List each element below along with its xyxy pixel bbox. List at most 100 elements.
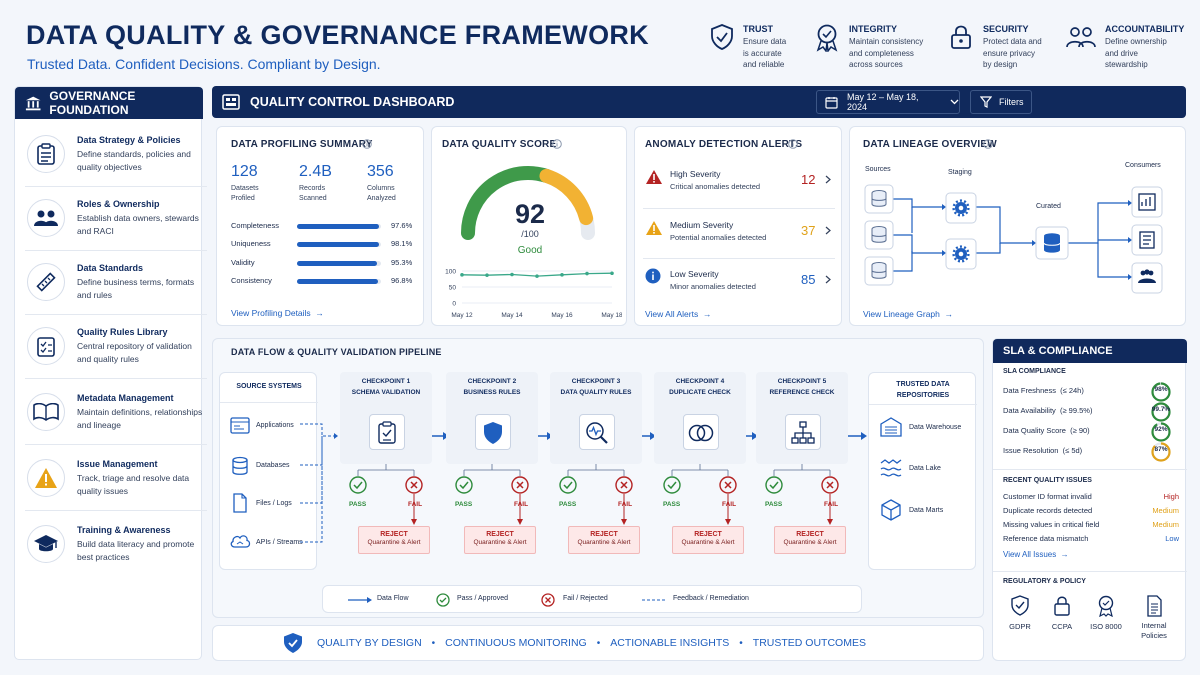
legend-label: Feedback / Remediation: [673, 595, 749, 602]
checkpoint-outcomes: PASS FAIL REJECT Quarantine & Alert: [540, 464, 652, 558]
sla-row: Data Quality Score (≥ 90) 92%: [1003, 422, 1179, 442]
checkpoint-1[interactable]: CHECKPOINT 1 SCHEMA VALIDATION: [340, 372, 432, 464]
issue-row[interactable]: Reference data mismatch Low: [1003, 534, 1179, 543]
alert-row-high[interactable]: High Severity Critical anomalies detecte…: [643, 163, 835, 209]
lineage-sources-label: Sources: [865, 166, 891, 173]
chevron-right-icon: [825, 275, 831, 284]
checkpoint-outcomes: PASS FAIL REJECT Quarantine & Alert: [436, 464, 548, 558]
governance-item[interactable]: Metadata Management Maintain definitions…: [25, 385, 207, 445]
x-circle-icon: [405, 476, 423, 494]
x-circle-icon: [541, 593, 555, 607]
gauge-arc-green: [461, 165, 554, 240]
checkpoint-3[interactable]: CHECKPOINT 3 DATA QUALITY RULES: [550, 372, 642, 464]
check-circle-icon: [436, 593, 450, 607]
hierarchy-icon: [791, 421, 815, 444]
document-icon: [1146, 595, 1162, 617]
quality-gauge: [461, 165, 595, 240]
x-tick-label: May 14: [501, 312, 523, 319]
check-circle-icon: [349, 476, 367, 494]
governance-item[interactable]: Issue Management Track, triage and resol…: [25, 451, 207, 511]
view-issues-link[interactable]: View All Issues →: [1003, 550, 1069, 559]
trend-point: [535, 274, 539, 278]
gauge-arc-amber: [539, 168, 594, 226]
issue-row[interactable]: Customer ID format invalid High: [1003, 492, 1179, 501]
info-circle-icon: [645, 268, 661, 284]
view-lineage-link[interactable]: View Lineage Graph →: [863, 309, 954, 319]
sla-header: SLA & COMPLIANCE: [993, 339, 1187, 363]
date-range-picker[interactable]: May 12 – May 18, 2024: [816, 90, 960, 114]
chevron-down-icon: [950, 99, 959, 105]
x-tick-label: May 12: [451, 312, 473, 319]
issue-row[interactable]: Missing values in critical field Medium: [1003, 520, 1179, 529]
sla-ring-arc: [1151, 382, 1171, 402]
alert-row-medium[interactable]: Medium Severity Potential anomalies dete…: [643, 213, 835, 259]
page-title: DATA QUALITY & GOVERNANCE FRAMEWORK: [26, 20, 649, 50]
pipeline-title: DATA FLOW & QUALITY VALIDATION PIPELINE: [231, 347, 442, 357]
x-tick-label: May 18: [601, 312, 622, 319]
issue-row[interactable]: Duplicate records detected Medium: [1003, 506, 1179, 515]
page-subtitle: Trusted Data. Confident Decisions. Compl…: [27, 56, 381, 72]
sla-ring-arc: [1151, 422, 1171, 442]
policy-iso[interactable]: ISO 8000: [1085, 595, 1127, 631]
info-icon[interactable]: [788, 139, 798, 149]
score-trend-chart: 100 50 0 May 12 May 14 May 16 May 18: [445, 269, 622, 320]
filters-button[interactable]: Filters: [970, 90, 1032, 114]
source-systems: SOURCE SYSTEMS Applications Databases Fi…: [219, 372, 318, 570]
footer-item: TRUSTED OUTCOMES: [752, 637, 866, 649]
checkpoint-4[interactable]: CHECKPOINT 4 DUPLICATE CHECK: [654, 372, 746, 464]
governance-item[interactable]: Data Standards Define business terms, fo…: [25, 255, 207, 315]
lineage-graph: [864, 184, 1163, 294]
fail-label: FAIL: [408, 501, 423, 508]
y-tick-label: 100: [445, 269, 456, 276]
metric-bar: [297, 224, 379, 229]
governance-item[interactable]: Training & Awareness Build data literacy…: [25, 517, 207, 577]
governance-item-desc: Maintain definitions, relationships and …: [77, 407, 203, 430]
clipboard-check-icon: [378, 421, 396, 444]
policy-internal[interactable]: Internal Policies: [1133, 595, 1175, 641]
sla-ring: [1151, 402, 1171, 422]
sla-value: 99.7%: [1151, 406, 1171, 413]
view-profiling-link[interactable]: View Profiling Details →: [231, 308, 324, 318]
repository-label: Data Lake: [909, 465, 941, 472]
sla-panel: SLA & COMPLIANCE SLA COMPLIANCE Data Fre…: [992, 338, 1187, 661]
footer-separator: •: [596, 637, 601, 649]
governance-item[interactable]: Roles & Ownership Establish data owners,…: [25, 191, 207, 251]
overlapping-circles-icon: [688, 424, 714, 442]
checkpoint-5[interactable]: CHECKPOINT 5 REFERENCE CHECK: [756, 372, 848, 464]
governance-item[interactable]: Quality Rules Library Central repository…: [25, 319, 207, 379]
info-icon[interactable]: [362, 139, 372, 149]
pipeline-legend: Data Flow Pass / Approved Fail / Rejecte…: [322, 585, 862, 613]
trusted-repositories: TRUSTED DATA REPOSITORIES Data Warehouse …: [868, 372, 977, 570]
lineage-title: DATA LINEAGE OVERVIEW: [863, 139, 997, 150]
dashboard-header: QUALITY CONTROL DASHBOARD: [212, 86, 1186, 118]
fail-label: FAIL: [722, 501, 737, 508]
governance-item[interactable]: Data Strategy & Policies Define standard…: [25, 127, 207, 187]
lineage-curated-label: Curated: [1036, 203, 1061, 210]
policy-ccpa[interactable]: CCPA: [1045, 595, 1079, 631]
policy-gdpr[interactable]: GDPR: [1003, 595, 1037, 631]
pass-label: PASS: [455, 501, 473, 508]
info-icon[interactable]: [983, 139, 993, 149]
trend-point: [460, 273, 464, 277]
cloud-icon: [230, 535, 251, 548]
governance-item-desc: Define business terms, formats and rules: [77, 277, 195, 300]
alert-row-low[interactable]: Low Severity Minor anomalies detected 85: [643, 263, 835, 303]
sla-row: Data Freshness (≤ 24h) 98%: [1003, 382, 1179, 402]
checkpoint-2[interactable]: CHECKPOINT 2 BUSINESS RULES: [446, 372, 538, 464]
governance-item-title: Quality Rules Library: [77, 327, 168, 337]
pillar-accountability: ACCOUNTABILITY Define ownership and drive…: [1066, 22, 1196, 74]
date-range-label: May 12 – May 18, 2024: [847, 92, 919, 112]
alerts-title: ANOMALY DETECTION ALERTS: [645, 139, 803, 150]
pillar-title: ACCOUNTABILITY: [1105, 24, 1185, 34]
governance-item-title: Issue Management: [77, 459, 158, 469]
reject-box: REJECT Quarantine & Alert: [774, 526, 846, 554]
score-title: DATA QUALITY SCORE: [442, 139, 557, 150]
source-label: APIs / Streams: [256, 539, 303, 546]
score-value: 92: [514, 199, 546, 229]
stat-columns: 356 Columns Analyzed: [367, 163, 396, 202]
info-icon[interactable]: [552, 139, 562, 149]
governance-item-desc: Define standards, policies and quality o…: [77, 149, 191, 172]
governance-item-title: Data Strategy & Policies: [77, 135, 181, 145]
sla-row: Data Availability (≥ 99.5%) 99.7%: [1003, 402, 1179, 422]
view-alerts-link[interactable]: View All Alerts →: [645, 309, 712, 319]
